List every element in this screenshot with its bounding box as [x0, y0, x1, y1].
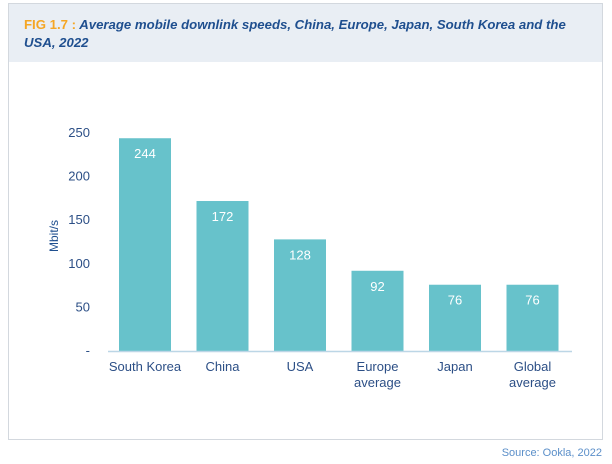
bar: [196, 201, 249, 351]
x-tick-label: China: [206, 359, 241, 374]
x-tick-label: South Korea: [109, 359, 182, 374]
x-axis: South Korea China USA Europe average Japan Glo…: [109, 359, 556, 390]
bar: [274, 239, 326, 351]
figure-header: FIG 1.7 : Average mobile downlink speeds…: [9, 4, 602, 62]
y-tick-label: 200: [68, 169, 90, 184]
x-tick-label: Europe average: [354, 359, 401, 390]
y-tick-label: 50: [76, 299, 90, 314]
bar-value-label: 244: [134, 146, 156, 161]
bar: [429, 284, 481, 351]
y-tick-label: 250: [68, 125, 90, 140]
y-tick-label: 100: [68, 256, 90, 271]
bar-value-label: 128: [289, 247, 311, 262]
figure-title: FIG 1.7 : Average mobile downlink speeds…: [24, 16, 584, 52]
bar-value-label: 76: [525, 293, 539, 308]
x-tick-label: Japan: [437, 359, 472, 374]
y-axis: - 50 100 150 200 250: [68, 125, 90, 358]
bar-value-label: 172: [212, 209, 234, 224]
bar-value-label: 76: [448, 293, 462, 308]
bar: [351, 270, 404, 351]
figure-title-text: Average mobile downlink speeds, China, E…: [24, 17, 566, 50]
source-note: Source: Ookla, 2022: [501, 447, 602, 459]
bars: 244 172 128 92 76 76: [119, 138, 559, 351]
bar-value-label: 92: [370, 279, 384, 294]
x-tick-label: Global average: [509, 359, 556, 390]
figure-frame: FIG 1.7 : Average mobile downlink speeds…: [8, 3, 603, 440]
y-tick-label: 150: [68, 212, 90, 227]
figure-label: FIG 1.7 :: [24, 17, 77, 32]
bar: [119, 138, 171, 351]
x-tick-label: USA: [287, 359, 314, 374]
y-axis-label: Mbit/s: [47, 220, 61, 252]
y-tick-label: -: [86, 343, 90, 358]
bar: [506, 284, 559, 351]
